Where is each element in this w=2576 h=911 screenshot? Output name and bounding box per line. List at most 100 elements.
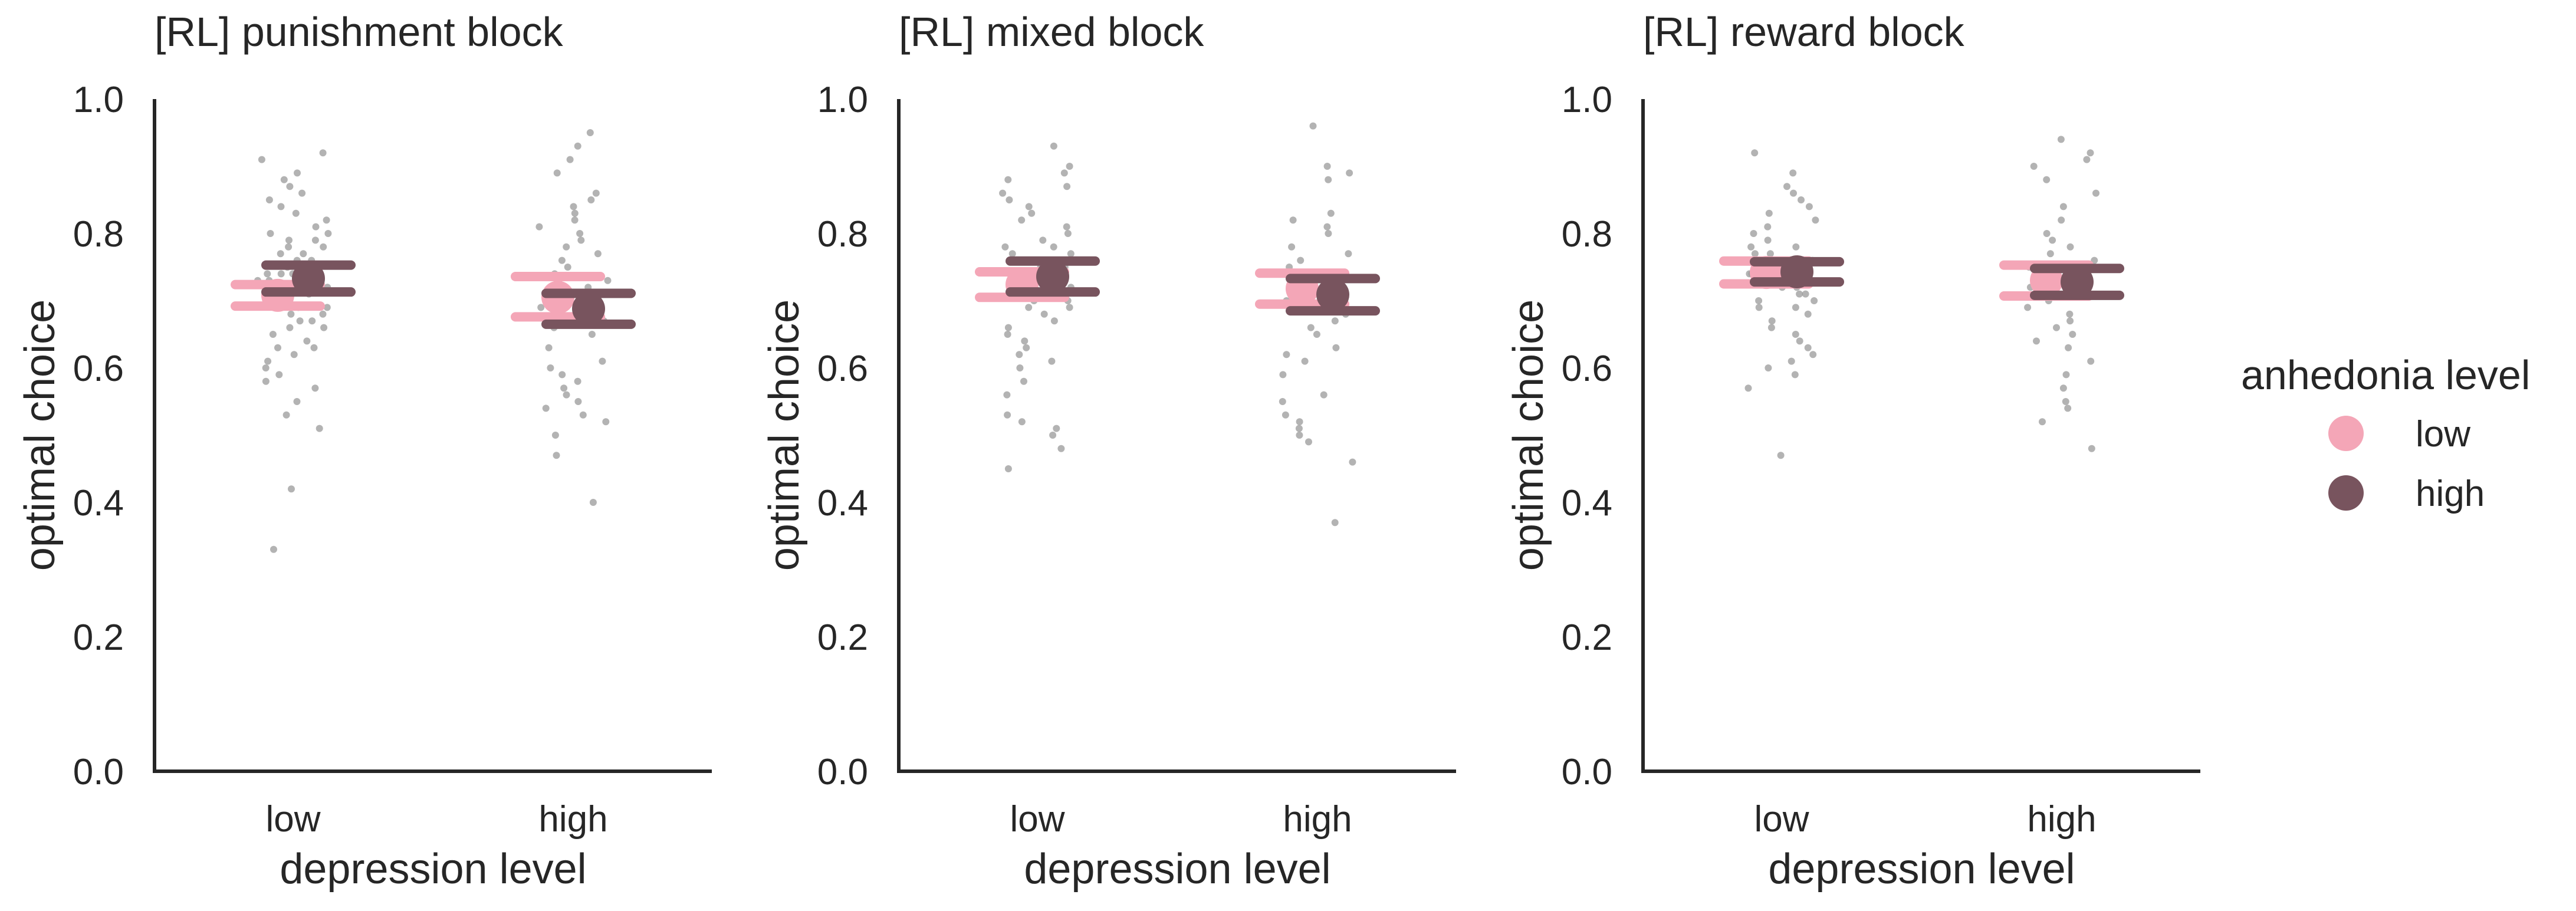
data-point: [1282, 411, 1289, 419]
data-point: [592, 189, 600, 197]
data-point: [1792, 331, 1799, 338]
data-point: [288, 485, 295, 493]
data-point: [2057, 136, 2065, 143]
data-point: [274, 344, 281, 351]
data-point: [1765, 364, 1772, 371]
data-point: [558, 371, 566, 379]
data-point: [604, 277, 612, 284]
legend-swatch-low: [2328, 416, 2364, 451]
data-point: [1016, 364, 1024, 371]
data-point: [1016, 351, 1023, 359]
data-point: [2064, 404, 2072, 412]
y-tick-label: 0.2: [1562, 617, 1612, 658]
data-point: [574, 398, 582, 405]
data-point: [588, 331, 596, 338]
data-point: [563, 243, 570, 251]
legend-title: anhedonia level: [2241, 352, 2530, 398]
data-point: [1309, 122, 1317, 130]
data-point: [1297, 256, 1305, 264]
data-point: [2083, 156, 2091, 163]
data-point: [1325, 176, 1332, 183]
data-point: [1053, 425, 1060, 432]
data-point: [311, 384, 319, 392]
data-point: [1809, 351, 1817, 359]
data-point: [1764, 223, 1772, 231]
data-point: [2033, 337, 2040, 345]
legend-swatch-high: [2328, 475, 2364, 511]
data-point: [1768, 317, 1776, 325]
data-point: [2059, 384, 2067, 392]
data-point: [1765, 209, 1773, 217]
data-point: [1320, 391, 1328, 399]
data-point: [2039, 418, 2046, 426]
data-point: [560, 384, 568, 392]
data-point: [1025, 304, 1033, 311]
data-point: [1025, 203, 1033, 211]
data-point: [277, 250, 284, 258]
y-axis-label: optimal choice: [1505, 300, 1552, 571]
data-point: [1325, 230, 1332, 237]
data-point: [294, 169, 301, 177]
x-tick-label: low: [1754, 799, 1809, 840]
data-point: [1039, 236, 1047, 244]
data-point: [1307, 324, 1315, 331]
x-axis-label: depression level: [1768, 846, 2075, 893]
x-tick-label: high: [538, 799, 607, 840]
data-point: [589, 499, 597, 506]
data-point: [1751, 250, 1759, 258]
data-point: [290, 351, 298, 359]
data-point: [286, 183, 294, 190]
data-point: [1755, 297, 1763, 304]
data-point: [298, 189, 306, 197]
data-point: [1802, 290, 1809, 298]
data-point: [571, 209, 579, 217]
data-point: [2066, 310, 2074, 318]
data-point: [2062, 371, 2070, 379]
y-axis-label: optimal choice: [761, 300, 808, 571]
data-point: [1289, 216, 1297, 224]
data-point: [1067, 250, 1075, 258]
mean-marker: [1316, 278, 1349, 311]
data-point: [577, 236, 585, 244]
data-point: [2053, 324, 2060, 331]
data-point: [537, 304, 545, 311]
data-point: [1279, 398, 1286, 405]
data-point: [262, 377, 270, 385]
data-point: [1804, 344, 1812, 351]
data-point: [1006, 196, 1013, 203]
data-point: [311, 236, 319, 244]
data-point: [1057, 445, 1065, 452]
data-point: [599, 357, 606, 365]
y-tick-label: 0.0: [73, 752, 124, 792]
data-point: [1777, 452, 1785, 459]
data-point: [1003, 391, 1011, 399]
data-point: [1021, 337, 1029, 345]
data-point: [1767, 324, 1775, 331]
data-point: [553, 169, 561, 177]
data-point: [547, 364, 554, 371]
x-tick-label: high: [1283, 799, 1352, 840]
data-point: [2062, 398, 2069, 405]
data-point: [1063, 223, 1070, 231]
data-point: [264, 357, 272, 365]
panel-title: [RL] mixed block: [899, 9, 1204, 55]
data-point: [1744, 384, 1752, 392]
data-point: [258, 156, 265, 163]
data-point: [1301, 357, 1309, 365]
data-point: [602, 418, 610, 426]
mean-marker: [572, 292, 605, 325]
data-point: [1789, 169, 1797, 177]
y-axis-label: optimal choice: [17, 300, 64, 571]
data-point: [2091, 256, 2098, 264]
data-point: [269, 331, 277, 338]
data-point: [2046, 250, 2054, 258]
data-point: [1004, 331, 1011, 338]
data-point: [574, 377, 581, 385]
data-point: [1018, 418, 1026, 426]
data-point: [2043, 176, 2051, 183]
data-point: [1764, 236, 1772, 244]
data-point: [320, 243, 327, 251]
data-point: [1050, 142, 1057, 150]
data-point: [2030, 163, 2038, 170]
